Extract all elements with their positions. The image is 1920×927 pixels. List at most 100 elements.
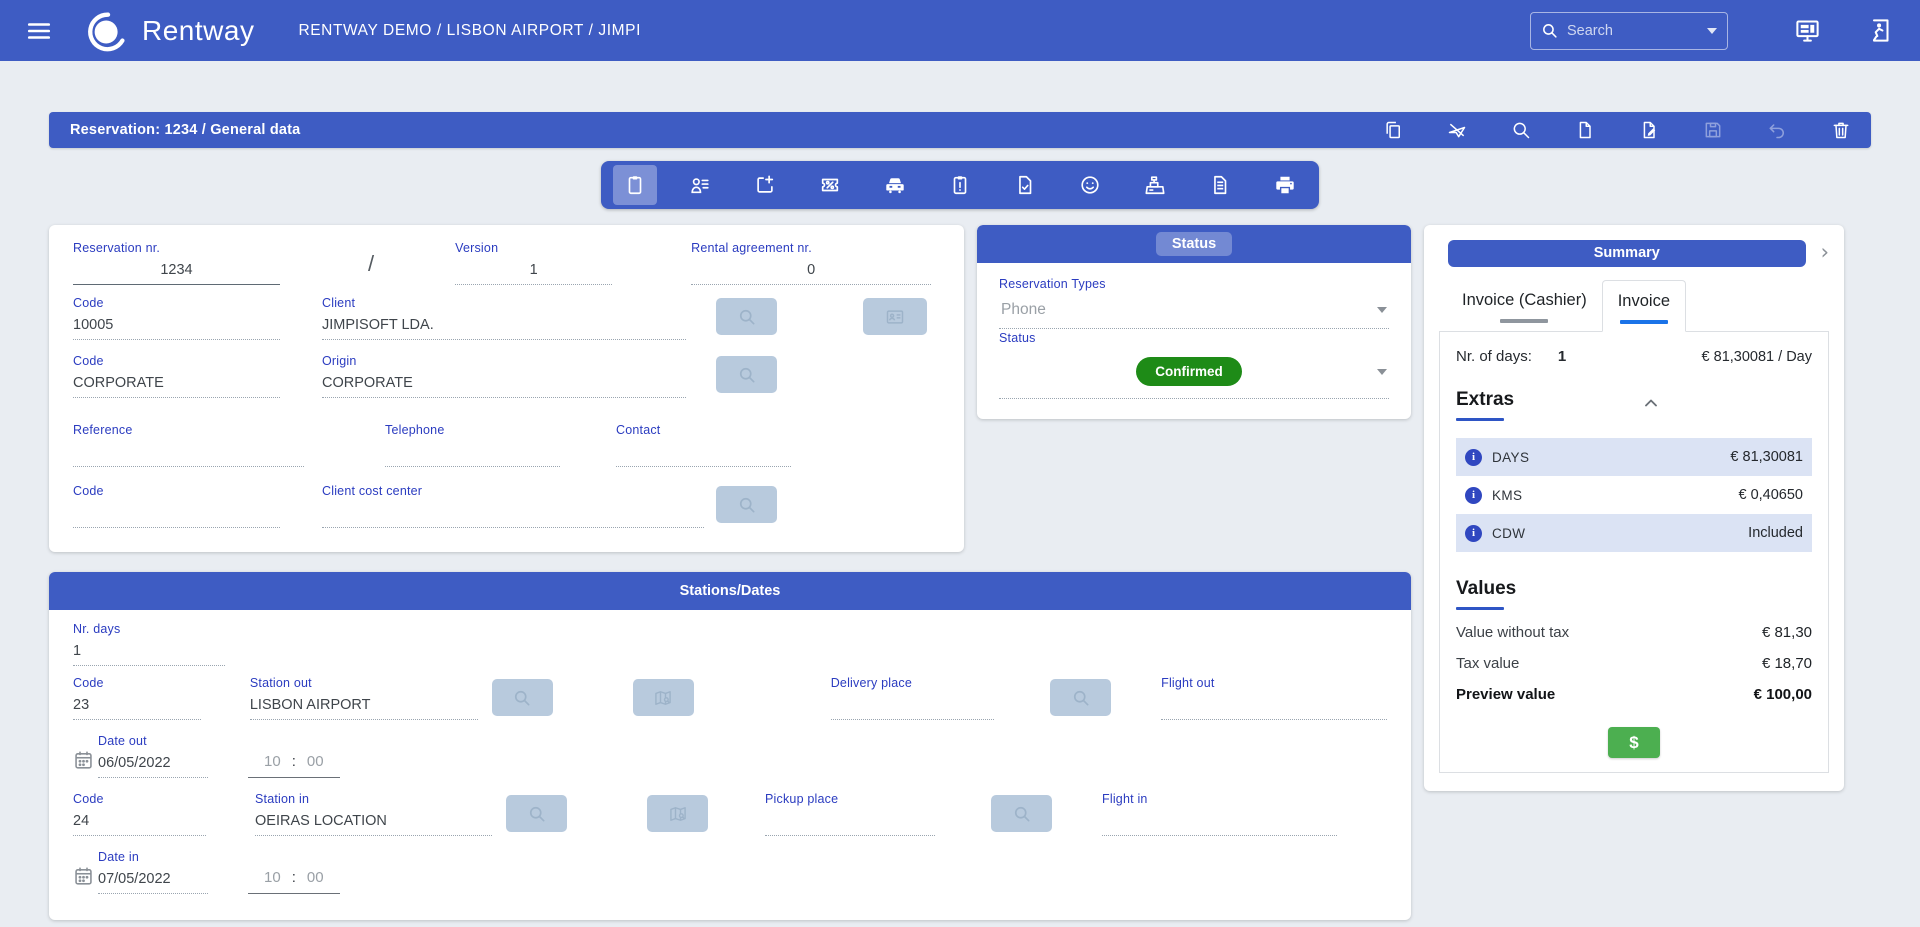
extras-row-cdw[interactable]: i CDW Included	[1456, 514, 1812, 552]
cash-register-tab[interactable]	[1133, 165, 1177, 205]
payment-button[interactable]: $	[1608, 727, 1660, 758]
logout-door-icon[interactable]	[1865, 17, 1892, 44]
client-cost-center-input[interactable]	[322, 498, 704, 528]
time-out-hour[interactable]: 10	[264, 753, 281, 770]
station-out-map-button[interactable]	[632, 679, 694, 716]
station-in-search-button[interactable]	[506, 795, 567, 832]
station-in-input[interactable]: OEIRAS LOCATION	[255, 806, 492, 836]
extra-value: Included	[1748, 525, 1803, 541]
search-dropdown-caret[interactable]	[1707, 27, 1717, 34]
cost-center-code-input[interactable]	[73, 498, 280, 528]
info-icon[interactable]: i	[1465, 448, 1482, 466]
origin-search-button[interactable]	[716, 356, 777, 393]
delivery-place-search-button[interactable]	[1050, 679, 1112, 716]
undo-icon	[1769, 124, 1784, 139]
monitor-icon[interactable]	[1794, 17, 1821, 44]
station-out-input[interactable]: LISBON AIRPORT	[249, 690, 478, 720]
main-content: Reservation: 1234 / General data	[0, 112, 1920, 920]
info-icon[interactable]: i	[1465, 524, 1482, 542]
reservation-types-select[interactable]: Phone	[999, 293, 1389, 329]
chevron-down-icon[interactable]	[1377, 368, 1387, 375]
station-in-map-button[interactable]	[647, 795, 708, 832]
tab-invoice-cashier[interactable]: Invoice (Cashier)	[1447, 280, 1602, 331]
tab-invoice-label: Invoice	[1617, 292, 1670, 310]
extras-row-kms[interactable]: i KMS € 0,40650	[1456, 476, 1812, 514]
add-item-tab[interactable]	[743, 165, 787, 205]
clipboard-alert-tab[interactable]	[938, 165, 982, 205]
client-details-tab[interactable]	[678, 165, 722, 205]
summary-panel: Summary › Invoice (Cashier) Invoice N	[1424, 225, 1844, 791]
nr-days-input[interactable]: 1	[73, 636, 225, 666]
delete-icon[interactable]	[1831, 120, 1851, 140]
client-cost-center-field: Client cost center	[322, 484, 704, 528]
cost-center-search-button[interactable]	[716, 486, 777, 523]
calendar-icon[interactable]	[73, 749, 94, 770]
copy-icon[interactable]	[1383, 120, 1403, 140]
time-out-input[interactable]: 10 : 00	[248, 753, 340, 778]
search-icon[interactable]	[1511, 120, 1531, 140]
print-tab[interactable]	[1263, 165, 1307, 205]
time-in-input[interactable]: 10 : 00	[248, 869, 340, 894]
time-out-minute[interactable]: 00	[306, 753, 324, 770]
client-card-button[interactable]	[863, 298, 927, 335]
date-in-field: Date in 07/05/2022	[98, 850, 208, 894]
origin-code-input[interactable]: CORPORATE	[73, 368, 280, 398]
discount-voucher-icon	[821, 178, 839, 192]
new-document-icon[interactable]	[1575, 120, 1595, 140]
station-out-code-input[interactable]: 23	[73, 690, 201, 720]
calendar-icon[interactable]	[73, 865, 94, 886]
flight-out-input[interactable]	[1161, 690, 1388, 720]
vehicle-tab[interactable]	[873, 165, 917, 205]
value-label: Tax value	[1456, 655, 1520, 672]
client-code-field: Code 10005	[73, 296, 280, 340]
date-out-input[interactable]: 06/05/2022	[98, 748, 208, 778]
document-check-tab[interactable]	[1003, 165, 1047, 205]
contact-input[interactable]	[616, 437, 791, 467]
flight-disabled-icon[interactable]	[1447, 120, 1467, 140]
rental-agreement-input[interactable]: 0	[691, 255, 932, 285]
origin-input[interactable]: CORPORATE	[322, 368, 686, 398]
client-search-button[interactable]	[716, 298, 777, 335]
client-input[interactable]: JIMPISOFT LDA.	[322, 310, 686, 340]
version-input[interactable]: 1	[455, 255, 613, 285]
tab-invoice[interactable]: Invoice	[1601, 280, 1686, 332]
chevron-up-icon[interactable]	[1641, 393, 1661, 413]
flight-in-input[interactable]	[1102, 806, 1337, 836]
chevron-right-icon[interactable]: ›	[1820, 240, 1829, 264]
invoice-tab[interactable]	[1198, 165, 1242, 205]
nr-of-days-label: Nr. of days:	[1456, 348, 1532, 365]
extras-section-title: Extras	[1456, 389, 1515, 410]
status-select[interactable]: Confirmed	[999, 347, 1389, 399]
value-label: Preview value	[1456, 686, 1556, 703]
value-amount: € 100,00	[1753, 686, 1812, 703]
discount-voucher-tab[interactable]	[808, 165, 852, 205]
pickup-place-input[interactable]	[765, 806, 935, 836]
info-icon[interactable]: i	[1465, 486, 1482, 504]
chevron-down-icon[interactable]	[1377, 307, 1387, 313]
rentway-logo[interactable]: Rentway	[86, 8, 254, 54]
client-code-input[interactable]: 10005	[73, 310, 280, 340]
edit-document-icon[interactable]	[1639, 120, 1659, 140]
top-navigation-bar: Rentway RENTWAY DEMO / LISBON AIRPORT / …	[0, 0, 1920, 61]
time-in-minute[interactable]: 00	[306, 869, 324, 886]
tax-value-row: Tax value € 18,70	[1456, 655, 1812, 672]
extras-row-days[interactable]: i DAYS € 81,30081	[1456, 438, 1812, 476]
satisfaction-tab[interactable]	[1068, 165, 1112, 205]
section-underline	[1456, 418, 1504, 421]
status-badge[interactable]: Confirmed	[1136, 357, 1242, 386]
time-separator: :	[291, 753, 296, 770]
date-in-input[interactable]: 07/05/2022	[98, 864, 208, 894]
station-in-code-input[interactable]: 24	[73, 806, 206, 836]
menu-icon[interactable]	[26, 18, 52, 44]
reference-input[interactable]	[73, 437, 304, 467]
search-input[interactable]	[1565, 21, 1675, 40]
pickup-place-search-button[interactable]	[991, 795, 1052, 832]
telephone-input[interactable]	[385, 437, 560, 467]
time-in-hour[interactable]: 10	[264, 869, 281, 886]
pickup-place-label: Pickup place	[765, 792, 839, 806]
global-search[interactable]	[1530, 11, 1728, 50]
delivery-place-input[interactable]	[830, 690, 995, 720]
clipboard-tab[interactable]	[613, 165, 657, 205]
reservation-nr-input[interactable]: 1234	[73, 255, 280, 285]
station-out-search-button[interactable]	[491, 679, 553, 716]
